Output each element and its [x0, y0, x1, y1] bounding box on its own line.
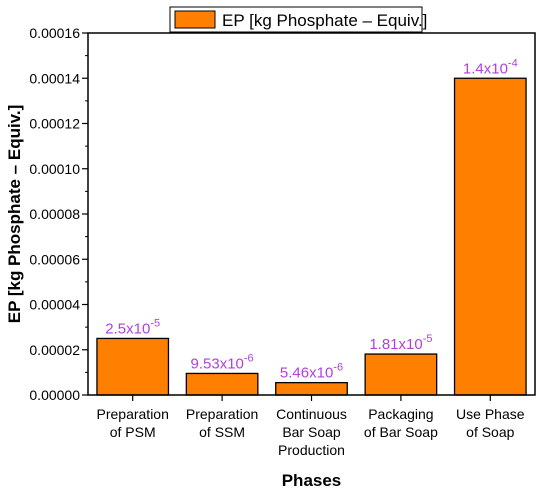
bar — [275, 381, 348, 396]
x-axis-title: Phases — [282, 471, 342, 490]
y-tick-label: 0.00008 — [29, 206, 80, 222]
legend-swatch — [174, 10, 216, 29]
bar — [364, 353, 438, 396]
bar-data-label: 9.53x10-6 — [191, 352, 254, 372]
y-tick-label: 0.00014 — [29, 70, 80, 86]
y-tick-label: 0.00012 — [29, 116, 80, 132]
x-tick-label: Bar Soap — [282, 424, 341, 440]
bar-data-label: 1.4x10-4 — [463, 57, 518, 77]
x-tick-label: Production — [278, 442, 345, 458]
x-tick-label: of Bar Soap — [364, 424, 438, 440]
y-tick-label: 0.00004 — [29, 297, 80, 313]
bar-data-label: 5.46x10-6 — [280, 362, 343, 382]
x-tick-label: Packaging — [368, 406, 433, 422]
bar-data-label: 2.5x10-5 — [105, 317, 160, 337]
x-tick-label: Preparation — [97, 406, 169, 422]
bar-data-label: 1.81x10-5 — [369, 333, 432, 353]
x-axis-tick-labels: Preparation of PSM Preparation of SSM Contin… — [97, 395, 525, 458]
bars — [96, 77, 527, 396]
y-tick-label: 0.00002 — [29, 342, 80, 358]
y-tick-label: 0.00000 — [29, 387, 80, 403]
x-tick-label: of Soap — [466, 424, 514, 440]
x-tick-label: of SSM — [199, 424, 245, 440]
bar — [185, 372, 259, 396]
y-tick-label: 0.00006 — [29, 251, 80, 267]
y-axis-ticks: 0.00000 0.00002 0.00004 0.00006 0.00008 0.000… — [29, 25, 88, 403]
x-tick-label: of PSM — [110, 424, 156, 440]
y-tick-label: 0.00010 — [29, 161, 80, 177]
x-tick-label: Use Phase — [456, 406, 525, 422]
legend: EP [kg Phosphate – Equiv.] — [169, 6, 427, 33]
y-tick-label: 0.00016 — [29, 25, 80, 41]
x-tick-label: Continuous — [276, 406, 347, 422]
legend-label: EP [kg Phosphate – Equiv.] — [222, 11, 427, 30]
bar — [96, 337, 170, 396]
bar — [453, 77, 527, 396]
data-labels: 2.5x10-5 9.53x10-6 5.46x10-6 1.81x10-5 1.4x1… — [105, 57, 517, 381]
plot-frame — [87, 32, 536, 396]
y-axis-title: EP [kg Phosphate – Equiv.] — [5, 105, 24, 324]
x-tick-label: Preparation — [186, 406, 258, 422]
